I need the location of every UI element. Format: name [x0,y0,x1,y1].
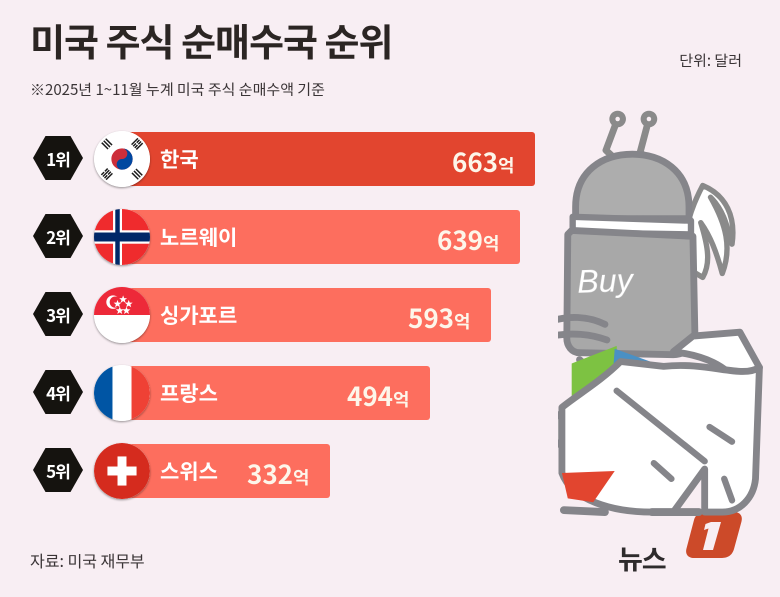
svg-text:Buy: Buy [577,262,636,300]
